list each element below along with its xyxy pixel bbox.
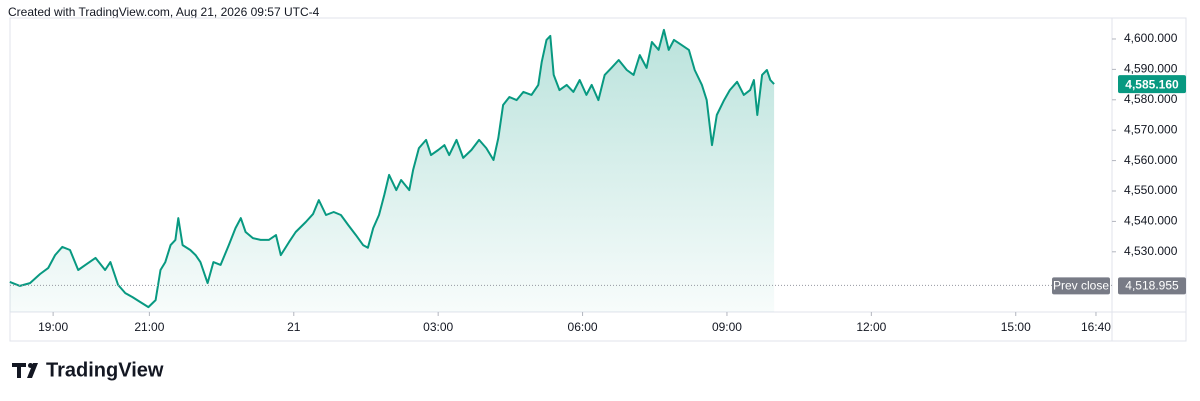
x-tick-label: 06:00 [568, 320, 598, 334]
y-tick-label: 4,570.000 [1124, 122, 1178, 136]
y-tick-label: 4,560.000 [1124, 153, 1178, 167]
x-tick-label: 19:00 [38, 320, 68, 334]
x-tick-label: 21:00 [134, 320, 164, 334]
caption: Created with TradingView.com, Aug 21, 20… [8, 5, 320, 19]
x-tick-label: 09:00 [712, 320, 742, 334]
line [9, 28, 775, 309]
prev-close-name: Prev close [1053, 279, 1109, 293]
y-tick-label: 4,600.000 [1124, 31, 1178, 45]
area [9, 29, 775, 313]
frame [9, 17, 1187, 342]
last-value-label: 4,585.160 [1125, 77, 1179, 91]
logo-mark [12, 363, 38, 378]
y-tick-label: 4,580.000 [1124, 92, 1178, 106]
logo-dot [28, 363, 33, 368]
x-tick-label: 03:00 [423, 320, 453, 334]
last-value-badge [1118, 75, 1186, 94]
brand: TradingView [46, 359, 164, 381]
x-tick-label: 16:40 [1081, 320, 1111, 334]
x-tick-label: 12:00 [856, 320, 886, 334]
y-tick-label: 4,590.000 [1124, 62, 1178, 76]
prev-close-label: 4,518.955 [1125, 279, 1179, 293]
logo: TradingView [12, 359, 164, 381]
y-tick-label: 4,550.000 [1124, 183, 1178, 197]
y-tick-label: 4,540.000 [1124, 214, 1178, 228]
prev-close-badge [1118, 277, 1186, 295]
prev-close-name-badge [1052, 277, 1110, 295]
x-tick-label: 15:00 [1001, 320, 1031, 334]
y-tick-label: 4,530.000 [1124, 244, 1178, 258]
x-tick-label: 21 [287, 320, 301, 334]
